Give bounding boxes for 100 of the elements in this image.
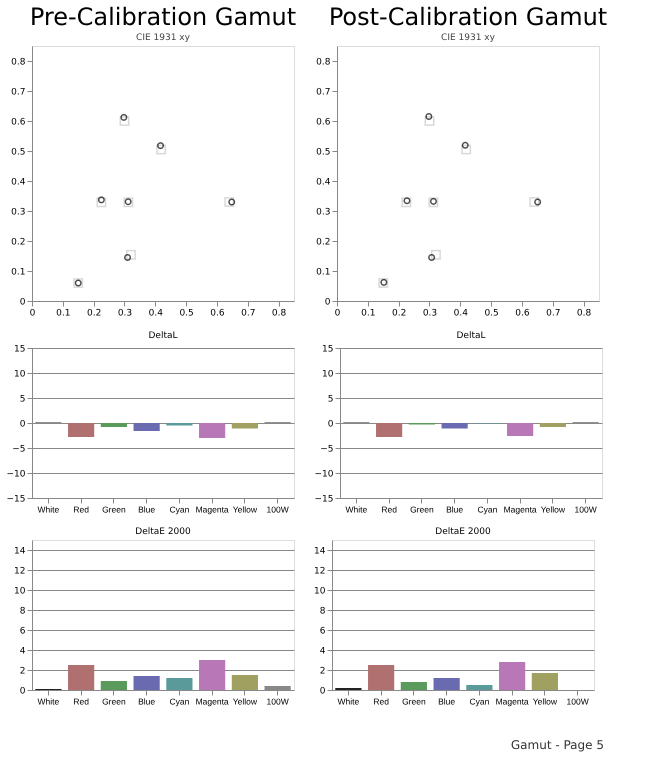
y-tick-label: 10 bbox=[314, 586, 326, 596]
chart-title: Pre-Calibration Gamut bbox=[30, 3, 296, 31]
point bbox=[424, 116, 434, 126]
y-tick-label: 10 bbox=[322, 370, 334, 380]
chart-title: DeltaE 2000 bbox=[435, 527, 492, 537]
y-tick-label: 2 bbox=[20, 666, 26, 676]
chart-title: Post-Calibration Gamut bbox=[328, 3, 608, 31]
y-tick-label: 6 bbox=[20, 626, 26, 636]
y-tick-label: 0.2 bbox=[316, 238, 330, 248]
y-tick-label: 0.7 bbox=[11, 88, 26, 98]
x-tick-label: Magenta bbox=[496, 696, 529, 706]
y-tick-label: 8 bbox=[20, 606, 26, 616]
y-tick-label: 0.3 bbox=[316, 208, 330, 218]
point bbox=[98, 196, 105, 204]
x-tick-label: Cyan bbox=[469, 696, 490, 706]
chart-title: DeltaE 2000 bbox=[135, 527, 192, 537]
x-tick-label: 0.7 bbox=[241, 308, 256, 318]
chart-title: DeltaL bbox=[456, 331, 486, 341]
bar bbox=[166, 678, 192, 690]
bar bbox=[532, 673, 558, 690]
y-tick-label: 0.3 bbox=[11, 208, 26, 218]
x-tick-label: White bbox=[38, 696, 60, 706]
y-tick-label: 0.6 bbox=[11, 118, 26, 128]
x-tick-label: Blue bbox=[446, 504, 464, 514]
chart-title: DeltaL bbox=[148, 331, 178, 341]
x-tick-label: 0 bbox=[30, 308, 36, 318]
point bbox=[461, 144, 472, 154]
x-tick-label: Magenta bbox=[196, 504, 229, 514]
point bbox=[529, 197, 540, 207]
bar bbox=[134, 676, 160, 690]
point bbox=[462, 142, 469, 149]
x-tick-label: Yellow bbox=[540, 504, 566, 514]
y-tick-label: 0 bbox=[20, 686, 26, 696]
y-tick-label: 0.4 bbox=[11, 178, 26, 188]
y-tick-label: 14 bbox=[14, 546, 26, 556]
point bbox=[534, 198, 542, 206]
x-tick-label: 100W bbox=[566, 696, 589, 706]
x-tick-label: Green bbox=[102, 696, 126, 706]
point bbox=[428, 254, 436, 261]
y-tick-label: 0.5 bbox=[316, 148, 330, 158]
y-tick-label: −15 bbox=[314, 494, 334, 504]
y-tick-label: 0.7 bbox=[316, 88, 330, 98]
point bbox=[401, 197, 412, 208]
y-tick-label: −5 bbox=[12, 444, 26, 454]
point bbox=[228, 198, 236, 206]
y-tick-label: −10 bbox=[6, 470, 26, 480]
x-tick-label: Magenta bbox=[196, 696, 229, 706]
x-tick-label: Cyan bbox=[477, 504, 498, 514]
point bbox=[124, 254, 132, 261]
y-tick-label: 0.8 bbox=[316, 58, 331, 68]
x-tick-label: Red bbox=[73, 504, 90, 514]
y-tick-label: 10 bbox=[14, 370, 26, 380]
y-tick-label: 0 bbox=[20, 420, 26, 430]
x-tick-label: 100W bbox=[574, 504, 597, 514]
point bbox=[156, 144, 166, 154]
y-tick-label: 12 bbox=[14, 566, 26, 576]
bar bbox=[368, 665, 394, 690]
x-tick-label: Green bbox=[102, 504, 126, 514]
y-tick-label: 5 bbox=[20, 394, 26, 404]
y-tick-label: 0.6 bbox=[316, 118, 331, 128]
x-tick-label: 100W bbox=[266, 696, 289, 706]
bar bbox=[434, 678, 460, 690]
x-tick-label: Magenta bbox=[504, 504, 537, 514]
x-tick-label: 0.1 bbox=[56, 308, 70, 318]
y-tick-label: 0.5 bbox=[11, 148, 26, 158]
point bbox=[120, 116, 130, 126]
y-tick-label: 4 bbox=[20, 646, 26, 656]
x-tick-label: Blue bbox=[138, 696, 156, 706]
x-tick-label: Cyan bbox=[169, 696, 190, 706]
y-tick-label: 5 bbox=[328, 394, 334, 404]
bar bbox=[466, 685, 492, 690]
point bbox=[96, 197, 106, 208]
point bbox=[403, 197, 410, 204]
point bbox=[428, 197, 438, 208]
text: Gamut - Page 5 bbox=[510, 738, 604, 752]
bar bbox=[400, 682, 427, 690]
x-tick-label: Red bbox=[373, 696, 390, 706]
bar bbox=[68, 665, 94, 690]
y-tick-label: 0 bbox=[20, 298, 26, 308]
chart-subtitle: CIE 1931 xy bbox=[441, 33, 496, 43]
x-tick-label: 0.3 bbox=[118, 308, 132, 318]
x-tick-label: Blue bbox=[138, 504, 156, 514]
x-tick-label: 0.5 bbox=[484, 308, 499, 318]
y-tick-label: 15 bbox=[14, 344, 26, 354]
x-tick-label: White bbox=[346, 504, 368, 514]
x-tick-label: 0 bbox=[334, 308, 341, 318]
point bbox=[430, 198, 437, 205]
point bbox=[126, 250, 136, 260]
point bbox=[157, 142, 164, 150]
y-tick-label: −10 bbox=[314, 470, 334, 480]
x-tick-label: Green bbox=[402, 696, 426, 706]
y-tick-label: 8 bbox=[320, 606, 326, 616]
y-tick-label: 0.1 bbox=[316, 268, 330, 278]
x-tick-label: 0.8 bbox=[272, 308, 287, 318]
point bbox=[224, 197, 234, 207]
x-tick-label: Yellow bbox=[532, 696, 558, 706]
bar bbox=[100, 681, 127, 690]
y-tick-label: 6 bbox=[320, 626, 326, 636]
y-tick-label: 0 bbox=[328, 420, 334, 430]
y-tick-label: 0.8 bbox=[11, 58, 26, 68]
